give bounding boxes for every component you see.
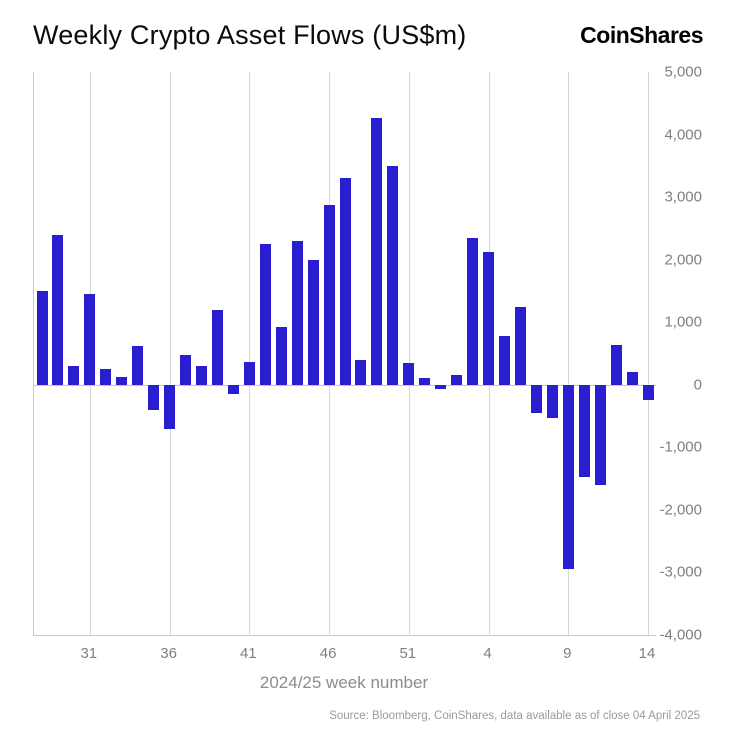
y-tick-label: 4,000 <box>664 126 702 144</box>
y-tick-label: -2,000 <box>659 501 702 519</box>
bar-week-33 <box>116 376 128 385</box>
bar-week-32 <box>100 369 112 385</box>
x-tick-label: 4 <box>483 645 492 662</box>
bar-week-9 <box>562 384 574 570</box>
vertical-gridline <box>249 72 251 635</box>
bar-week-8 <box>546 384 558 418</box>
coinshares-logo: CoinShares <box>580 22 703 48</box>
bar-week-35 <box>148 384 160 410</box>
bar-week-4 <box>483 251 494 385</box>
x-axis-title: 2024/25 week number <box>259 673 429 692</box>
bar-week-11 <box>594 384 606 485</box>
bar-week-38 <box>196 366 207 385</box>
bar-week-42 <box>259 244 271 385</box>
bar-week-2 <box>451 374 463 385</box>
bar-week-6 <box>514 306 526 385</box>
y-tick-label: 3,000 <box>664 188 702 206</box>
bar-week-34 <box>132 346 144 385</box>
bar-week-36 <box>164 384 176 429</box>
vertical-gridline <box>169 72 171 635</box>
bar-week-51 <box>403 362 415 385</box>
bar-week-30 <box>68 366 80 385</box>
bar-week-7 <box>530 384 542 413</box>
bar-week-49 <box>371 117 383 385</box>
bar-week-50 <box>387 165 399 385</box>
bar-week-28 <box>36 290 48 385</box>
bar-week-14 <box>642 384 654 400</box>
bar-week-37 <box>180 354 191 385</box>
y-tick-label: 0 <box>693 376 702 394</box>
bar-week-5 <box>499 336 510 385</box>
bar-week-47 <box>339 178 351 385</box>
y-tick-label: -4,000 <box>659 626 702 644</box>
y-tick-label: 5,000 <box>664 63 702 81</box>
x-tick-label: 9 <box>563 645 572 662</box>
bar-week-46 <box>323 205 335 385</box>
x-tick-label: 41 <box>239 645 257 662</box>
bar-week-44 <box>291 240 303 385</box>
x-tick-label: 14 <box>638 645 656 662</box>
x-tick-label: 46 <box>319 645 337 662</box>
vertical-gridline <box>568 72 570 635</box>
zero-axis-line <box>34 384 656 386</box>
bar-week-31 <box>84 294 96 385</box>
plot-area <box>33 72 656 636</box>
x-tick-label: 31 <box>80 645 98 662</box>
bar-week-3 <box>467 237 479 385</box>
bar-week-12 <box>610 344 622 385</box>
bar-week-48 <box>355 359 367 385</box>
y-tick-label: -3,000 <box>659 563 702 581</box>
bar-week-39 <box>211 309 223 385</box>
source-note: Source: Bloomberg, CoinShares, data avai… <box>329 710 700 722</box>
y-axis-labels: 5,000 4,000 3,000 2,000 1,000 0 -1,000 -2,000 -3… <box>659 64 702 644</box>
x-tick-label: 51 <box>399 645 417 662</box>
vertical-gridline <box>648 72 649 635</box>
bar-week-40 <box>227 384 239 395</box>
bar-week-43 <box>275 326 287 385</box>
x-axis-labels: 31 36 41 46 51 4 9 14 <box>33 645 655 665</box>
y-tick-label: 2,000 <box>664 251 702 269</box>
bar-week-1 <box>435 384 447 390</box>
y-tick-label: 1,000 <box>664 313 702 331</box>
bar-week-45 <box>307 259 319 385</box>
bar-week-10 <box>578 384 590 478</box>
bar-week-29 <box>52 234 64 385</box>
bar-week-13 <box>626 372 638 385</box>
y-tick-label: -1,000 <box>659 438 702 456</box>
bar-week-52 <box>419 377 431 385</box>
bar-week-41 <box>243 361 255 385</box>
x-tick-label: 36 <box>160 645 177 662</box>
vertical-gridline <box>408 72 410 635</box>
chart-title: Weekly Crypto Asset Flows (US$m) <box>33 20 467 50</box>
